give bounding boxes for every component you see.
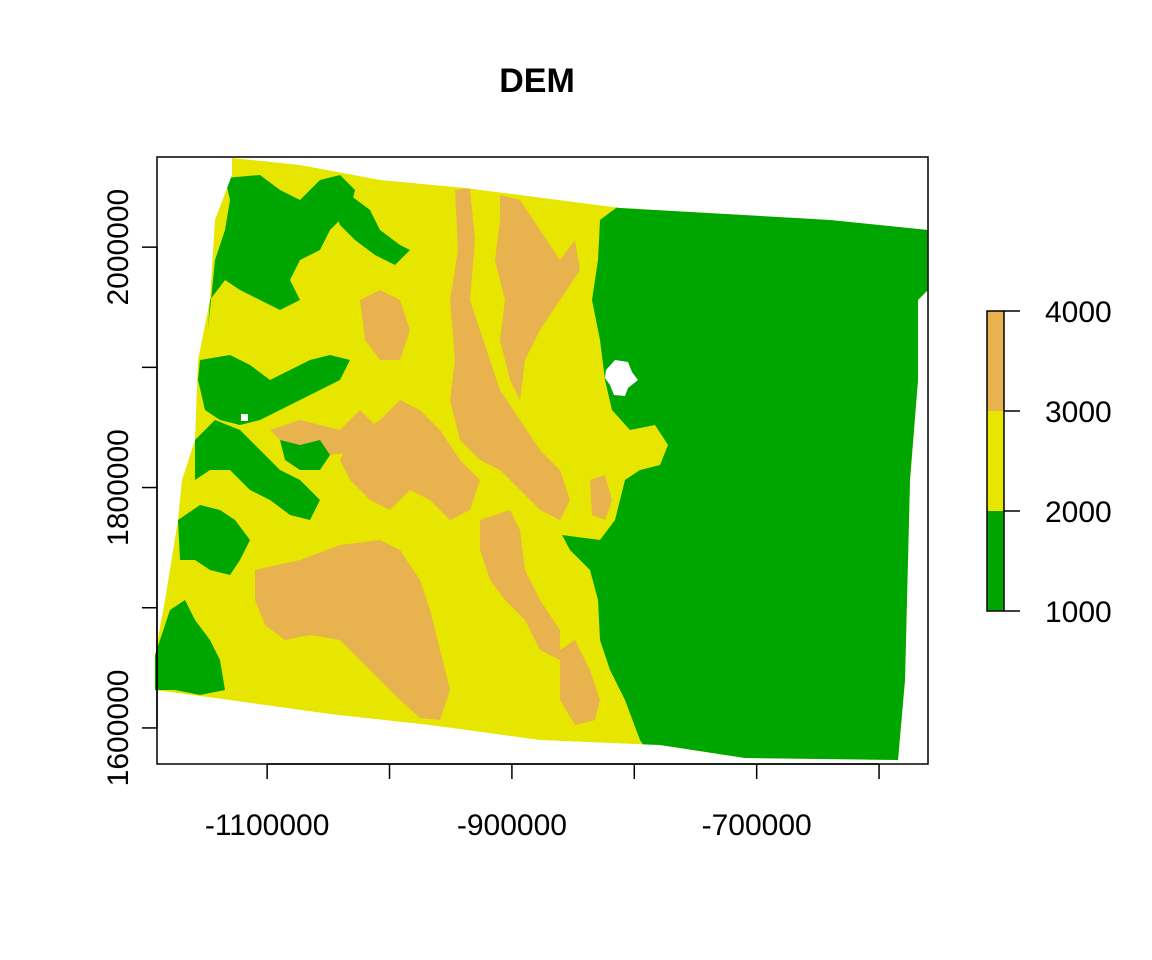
raster-class-1000-2000-east bbox=[562, 205, 928, 760]
x-axis: -1100000 -900000 -700000 bbox=[205, 763, 880, 842]
y-tick-label: 1800000 bbox=[102, 429, 135, 546]
legend-swatch bbox=[987, 311, 1004, 411]
legend-swatch bbox=[987, 511, 1004, 611]
x-tick-label: -700000 bbox=[702, 809, 812, 842]
y-tick-label: 2000000 bbox=[102, 189, 135, 306]
y-axis: 1600000 1800000 2000000 bbox=[102, 189, 158, 787]
y-tick-label: 1600000 bbox=[102, 670, 135, 787]
chart-title: DEM bbox=[499, 62, 575, 100]
dem-raster bbox=[155, 158, 928, 760]
legend: 1000 2000 3000 4000 bbox=[986, 296, 1112, 629]
raster-class-3000-4000 bbox=[255, 188, 612, 725]
raster-nodata-hole bbox=[605, 360, 638, 396]
legend-label: 3000 bbox=[1045, 396, 1112, 429]
x-tick-label: -1100000 bbox=[205, 809, 330, 842]
raster-nodata-pixel bbox=[241, 414, 248, 421]
legend-label: 2000 bbox=[1045, 496, 1112, 529]
legend-swatch bbox=[987, 411, 1004, 511]
x-tick-label: -900000 bbox=[457, 809, 567, 842]
legend-frame bbox=[986, 310, 1005, 612]
legend-label: 1000 bbox=[1045, 596, 1112, 629]
legend-label: 4000 bbox=[1045, 296, 1112, 329]
raster-class-1000-2000-west bbox=[155, 175, 410, 695]
